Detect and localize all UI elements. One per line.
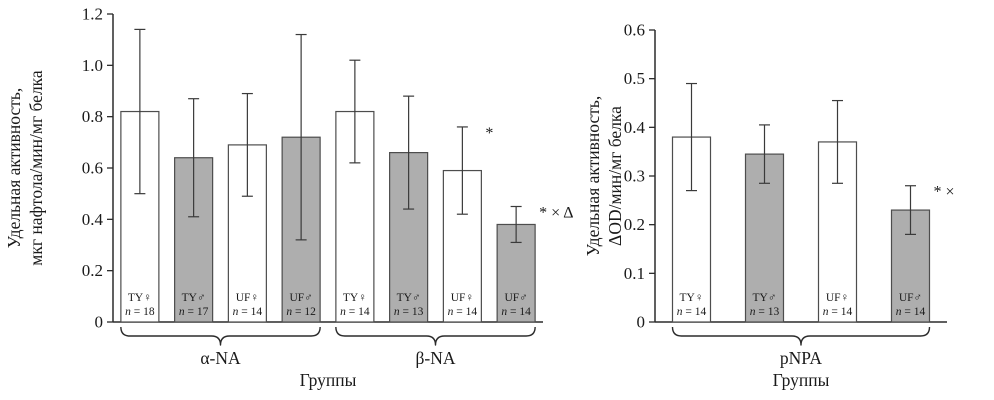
bar-n-label: n = 13: [394, 306, 424, 318]
x-axis-title: Группы: [300, 370, 357, 390]
y-axis-title: Удельная активность,: [583, 96, 603, 257]
y-tick-label: 0.4: [82, 210, 104, 229]
y-tick-label: 0.8: [82, 107, 103, 126]
bar-label: TY♀: [128, 292, 152, 304]
bar-n-label: n = 14: [340, 306, 370, 318]
y-tick-label: 0: [637, 313, 646, 332]
bar-n-label: n = 13: [750, 306, 780, 318]
bar-n-label: n = 17: [179, 306, 209, 318]
y-tick-label: 0.4: [624, 118, 646, 137]
y-tick-label: 0.6: [624, 21, 645, 40]
bar-label: UF♀: [451, 292, 474, 304]
bar-label: TY♀: [343, 292, 367, 304]
significance-annotation: *: [485, 125, 493, 142]
group-brace: [120, 326, 321, 346]
bar-n-label: n = 14: [677, 306, 707, 318]
group-brace: [335, 326, 536, 346]
bar-n-label: n = 18: [125, 306, 155, 318]
group-label: pNPA: [780, 348, 823, 368]
y-tick-label: 0.1: [624, 264, 645, 283]
bar-n-label: n = 14: [896, 306, 926, 318]
y-axis-title: ΔOD/мин/мг белка: [605, 106, 625, 246]
bar-label: TY♂: [753, 292, 777, 304]
bar-label: TY♂: [397, 292, 421, 304]
chart-pnpa: 0 0.1 0.2 0.3 0.4 0.5 0.6 Удельная активность, Δ…: [583, 21, 955, 391]
y-axis-title: мкг нафтола/мин/мг белка: [26, 70, 46, 266]
significance-annotation: * ×: [934, 184, 955, 201]
y-tick-label: 1.2: [82, 5, 103, 24]
y-tick-label: 1.0: [82, 56, 103, 75]
bar: [890, 209, 931, 323]
x-axis-title: Группы: [773, 370, 830, 390]
chart-alpha-beta-na: 0 0.2 0.4 0.6 0.8 1.0 1.2 Удельная активность, м…: [4, 5, 574, 391]
y-axis-title: Удельная активность,: [4, 88, 24, 249]
bar-n-label: n = 14: [233, 306, 263, 318]
y-tick-label: 0: [95, 313, 104, 332]
bar-label: UF♀: [826, 292, 849, 304]
group-label: β-NA: [415, 348, 455, 368]
y-tick-label: 0.2: [624, 215, 645, 234]
y-tick-label: 0.5: [624, 69, 645, 88]
y-tick-label: 0.3: [624, 167, 645, 186]
bar-label: TY♀: [680, 292, 704, 304]
bar-label: TY♂: [182, 292, 206, 304]
bar-label: UF♀: [236, 292, 259, 304]
y-tick-label: 0.2: [82, 261, 103, 280]
bar-label: UF♂: [899, 292, 922, 304]
group-label: α-NA: [200, 348, 241, 368]
bar-label: UF♂: [504, 292, 527, 304]
bar-n-label: n = 12: [286, 306, 316, 318]
bar: [817, 141, 858, 323]
bar-label: UF♂: [289, 292, 312, 304]
significance-annotation: * × Δ: [539, 205, 573, 222]
bar-n-label: n = 14: [448, 306, 478, 318]
bar-n-label: n = 14: [823, 306, 853, 318]
y-tick-label: 0.6: [82, 159, 103, 178]
bar-n-label: n = 14: [501, 306, 531, 318]
group-brace: [671, 326, 931, 346]
